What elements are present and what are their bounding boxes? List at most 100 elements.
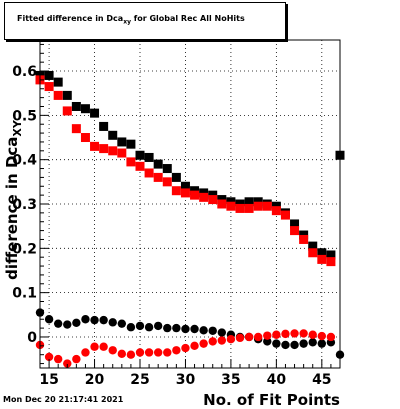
data-point	[90, 315, 99, 325]
data-point	[190, 341, 199, 351]
data-point	[280, 210, 290, 220]
data-point	[308, 241, 318, 251]
data-point	[208, 195, 218, 205]
data-point	[99, 144, 109, 154]
data-point	[153, 172, 163, 182]
data-point	[308, 248, 318, 258]
data-point	[163, 348, 172, 357]
data-point	[153, 348, 163, 357]
data-point	[208, 326, 217, 335]
y-tick-label: 0.5	[12, 108, 37, 124]
data-point	[81, 315, 90, 324]
data-point	[90, 108, 100, 118]
data-point	[244, 203, 254, 213]
data-point	[326, 250, 336, 260]
data-point	[44, 352, 54, 362]
x-tick-label: 45	[312, 372, 331, 388]
data-point	[144, 152, 154, 162]
data-point	[281, 329, 290, 339]
y-axis-label-main: difference in Dca	[3, 137, 21, 280]
data-point	[63, 359, 72, 368]
data-point	[208, 337, 217, 346]
x-tick-label: 20	[85, 372, 105, 388]
data-point	[135, 348, 145, 357]
data-point	[117, 319, 127, 328]
data-point	[290, 226, 300, 236]
data-point	[199, 326, 208, 335]
data-point	[244, 332, 254, 342]
y-axis-label-subscript: XY	[11, 119, 24, 136]
data-point	[90, 141, 100, 151]
data-point	[62, 90, 72, 100]
data-point	[135, 321, 145, 331]
data-point	[71, 101, 81, 111]
y-tick-label: 0.6	[12, 64, 37, 80]
x-tick-label: 25	[130, 372, 149, 388]
data-point	[44, 70, 54, 80]
data-markers	[35, 70, 345, 368]
data-point	[108, 346, 117, 355]
data-point	[262, 201, 272, 211]
data-point	[308, 338, 317, 347]
axis-ticks: 15 20 25 30 35 40 45 0 0.1 0.2 0.3 0.4 0.5 0.6	[12, 43, 341, 388]
data-point	[44, 82, 54, 92]
data-point	[135, 150, 145, 160]
data-point	[153, 159, 163, 169]
data-point	[163, 323, 172, 333]
data-point	[144, 348, 154, 357]
data-point	[299, 234, 309, 244]
data-point	[326, 332, 336, 342]
data-point	[299, 339, 308, 348]
data-point	[108, 318, 117, 327]
data-point	[126, 323, 136, 332]
data-point	[317, 331, 327, 341]
data-point	[253, 201, 263, 211]
data-point	[126, 157, 136, 167]
x-tick-label: 15	[39, 372, 58, 388]
data-point	[235, 333, 245, 343]
data-point	[299, 329, 308, 338]
data-point	[281, 340, 290, 350]
data-point	[44, 315, 54, 324]
data-point	[172, 346, 181, 355]
data-point	[99, 342, 108, 351]
data-point	[53, 90, 63, 100]
y-tick-label: 0.3	[12, 197, 37, 213]
data-point	[190, 324, 199, 334]
data-point	[199, 339, 208, 348]
data-point	[290, 329, 299, 338]
data-point	[171, 186, 181, 196]
data-point	[181, 324, 190, 334]
data-point	[117, 349, 127, 359]
data-point	[126, 139, 136, 149]
data-point	[190, 190, 200, 200]
data-point	[144, 323, 154, 332]
data-point	[226, 201, 236, 211]
data-point	[71, 124, 81, 134]
data-point	[99, 315, 108, 325]
data-point	[108, 130, 118, 140]
data-point	[217, 199, 227, 209]
data-point	[244, 197, 254, 207]
data-point	[80, 133, 90, 143]
y-tick-label: 0.1	[12, 286, 37, 302]
data-point	[72, 354, 81, 364]
data-point	[217, 336, 227, 345]
data-point	[235, 203, 245, 213]
data-point	[162, 177, 172, 187]
data-point	[126, 350, 136, 359]
data-point	[81, 348, 90, 357]
data-point	[90, 342, 99, 351]
data-point	[199, 192, 209, 202]
data-point	[290, 219, 300, 229]
data-point	[53, 319, 63, 328]
x-tick-label: 35	[221, 372, 240, 388]
x-axis-label: No. of Fit Points	[203, 391, 340, 409]
data-point	[117, 137, 127, 147]
data-point	[53, 354, 63, 364]
data-point	[80, 104, 90, 114]
data-point	[108, 146, 118, 156]
data-point	[144, 168, 154, 178]
chart-title-box: Fitted difference in Dcaxy for Global Re…	[4, 2, 286, 40]
